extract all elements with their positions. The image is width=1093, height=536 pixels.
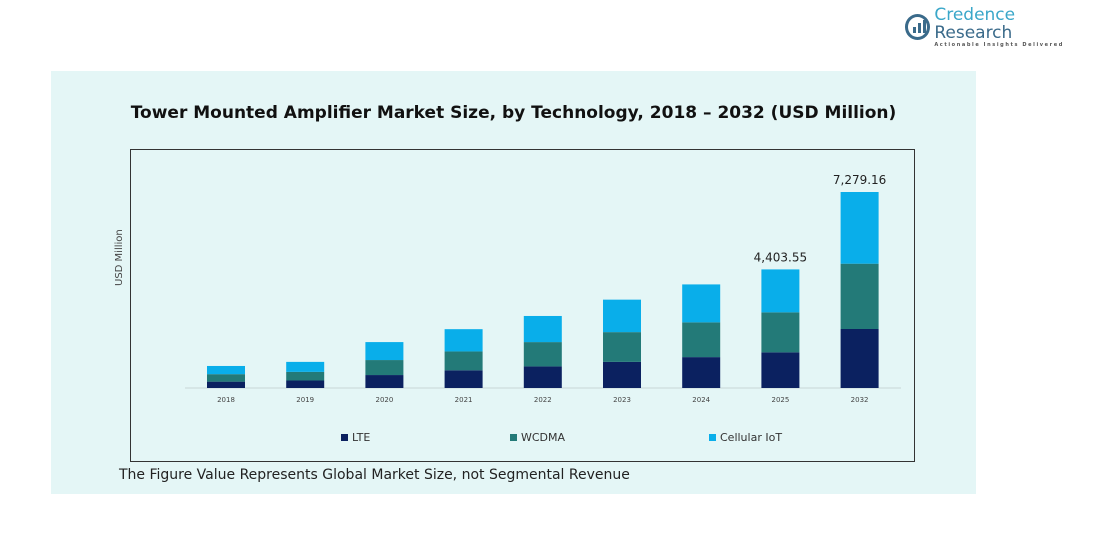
bar-wcdma-2023 — [603, 332, 641, 362]
legend-label: Cellular IoT — [720, 431, 783, 444]
chart-plot: 2018 2019 2020 2021 2022 2023 2024 2025 4,403.55… — [185, 173, 901, 404]
x-tick-label: 2032 — [851, 396, 869, 404]
data-label-2032: 7,279.16 — [833, 173, 886, 187]
chart-frame — [130, 149, 915, 462]
bar-wcdma-2020 — [365, 360, 404, 376]
bar-lte-2019 — [286, 380, 325, 388]
chart-title: Tower Mounted Amplifier Market Size, by … — [130, 103, 897, 123]
brand-name: Credence Research — [934, 5, 1016, 43]
x-tick-label: 2024 — [692, 396, 710, 404]
credence-research-logo: Credence Research Actionable Insights De… — [905, 6, 1093, 48]
x-tick-label: 2022 — [534, 396, 552, 404]
bar-wcdma-2018 — [207, 374, 245, 382]
x-tick-label: 2019 — [296, 396, 314, 404]
bar-cellular-iot-2021 — [444, 329, 483, 352]
legend-swatch — [341, 434, 348, 441]
y-axis-label: USD Million — [114, 229, 125, 286]
bar-wcdma-2025 — [761, 312, 800, 353]
bar-lte-2022 — [523, 366, 562, 388]
bar-cellular-iot-2022 — [523, 315, 562, 343]
bar-lte-2024 — [682, 357, 721, 388]
brand-tagline: Actionable Insights Delivered — [934, 42, 1064, 48]
chart-panel: Tower Mounted Amplifier Market Size, by … — [51, 71, 976, 494]
legend-item-cellular-iot: Cellular IoT — [709, 431, 782, 444]
bar-lte-2020 — [365, 375, 404, 388]
logo-chart-icon — [905, 14, 931, 40]
bar-cellular-iot-2018 — [207, 365, 245, 375]
data-label-2025: 4,403.55 — [754, 250, 807, 264]
bar-wcdma-2019 — [286, 371, 325, 381]
x-tick-label: 2018 — [217, 396, 235, 404]
bar-wcdma-2022 — [523, 342, 562, 367]
bar-cellular-iot-2023 — [603, 299, 641, 333]
legend-item-lte: LTE — [341, 431, 370, 444]
legend-label: WCDMA — [521, 431, 566, 444]
x-tick-label: 2021 — [455, 396, 473, 404]
legend-swatch — [510, 434, 517, 441]
bar-cellular-iot-2024 — [682, 284, 721, 323]
bar-cellular-iot-2025 — [761, 269, 800, 313]
bar-lte-2025 — [761, 352, 800, 388]
footnote: The Figure Value Represents Global Marke… — [119, 467, 630, 483]
bar-cellular-iot-2020 — [365, 342, 404, 361]
bar-lte-2018 — [207, 381, 245, 388]
bar-lte-2023 — [603, 361, 641, 388]
legend-label: LTE — [352, 431, 371, 444]
bar-lte-2032 — [840, 329, 879, 388]
legend-item-wcdma: WCDMA — [510, 431, 565, 444]
legend-swatch — [709, 434, 716, 441]
bar-wcdma-2021 — [444, 351, 483, 371]
bar-cellular-iot-2032 — [840, 192, 879, 264]
bar-wcdma-2024 — [682, 322, 721, 358]
bar-lte-2021 — [444, 370, 483, 388]
x-tick-label: 2023 — [613, 396, 631, 404]
bar-wcdma-2032 — [840, 263, 879, 330]
x-tick-label: 2025 — [771, 396, 789, 404]
x-tick-label: 2020 — [375, 396, 393, 404]
bar-cellular-iot-2019 — [286, 361, 325, 372]
